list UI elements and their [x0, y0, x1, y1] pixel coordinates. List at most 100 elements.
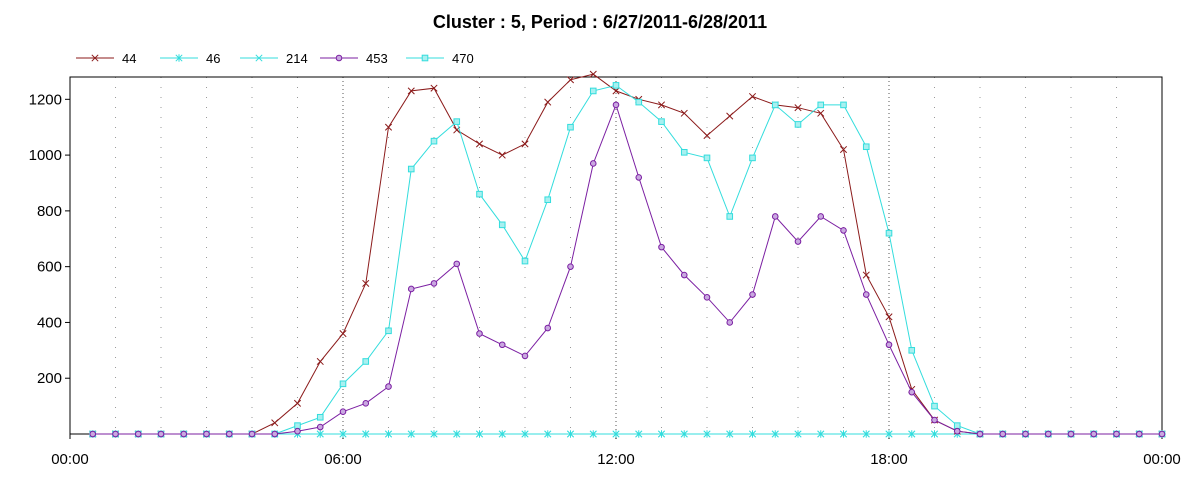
square-marker	[498, 221, 506, 229]
x-marker	[885, 430, 893, 438]
circle-marker	[544, 324, 552, 332]
square-marker	[544, 196, 552, 204]
y-tick-label: 200	[37, 370, 62, 387]
x-marker	[726, 112, 734, 120]
circle-marker	[430, 280, 438, 287]
y-tick-label: 800	[37, 203, 62, 220]
x-marker	[339, 330, 347, 338]
legend-label: 453	[366, 51, 388, 66]
circle-marker	[817, 213, 825, 220]
circle-marker	[840, 227, 847, 234]
circle-marker	[931, 416, 938, 424]
x-marker	[794, 104, 802, 112]
square-marker	[521, 257, 529, 265]
circle-marker	[999, 430, 1007, 438]
legend-label: 44	[122, 51, 136, 66]
circle-marker	[589, 160, 597, 167]
square-marker	[385, 327, 392, 335]
asterisk-marker	[175, 54, 183, 62]
circle-marker	[658, 243, 665, 251]
circle-marker	[908, 388, 916, 396]
square-marker	[703, 154, 711, 162]
square-marker	[840, 101, 847, 109]
x-marker	[475, 430, 484, 438]
x-marker	[407, 430, 415, 438]
circle-marker	[112, 430, 119, 438]
circle-marker	[316, 423, 324, 431]
x-marker	[589, 70, 597, 78]
legend-label: 46	[206, 51, 220, 66]
y-tick-label: 1000	[29, 147, 62, 164]
x-axis: 00:00 06:00 12:00 18:00 00:00	[51, 434, 1181, 468]
circle-marker	[680, 271, 688, 279]
circle-marker	[407, 285, 415, 293]
square-marker	[430, 137, 438, 145]
square-marker	[635, 98, 643, 106]
square-marker	[794, 121, 802, 128]
circle-marker	[862, 291, 870, 298]
circle-marker	[203, 430, 210, 438]
x-marker	[817, 430, 825, 438]
x-marker	[362, 279, 370, 287]
x-marker	[521, 430, 529, 438]
x-tick-label: 12:00	[597, 451, 635, 468]
circle-marker	[294, 427, 301, 435]
square-marker	[885, 229, 893, 237]
x-marker	[839, 145, 848, 154]
x-marker	[453, 430, 461, 438]
circle-marker	[1022, 430, 1029, 438]
square-marker	[908, 347, 916, 354]
square-marker	[316, 413, 324, 421]
x-marker	[316, 357, 324, 366]
y-axis: 200 400 600 800 1000 1200	[29, 91, 70, 387]
x-marker	[91, 54, 99, 62]
series-line	[92, 103, 1162, 435]
x-marker	[794, 430, 802, 438]
circle-marker	[521, 352, 529, 360]
legend-label: 214	[286, 51, 308, 66]
x-marker	[362, 430, 370, 438]
grid	[115, 77, 1117, 434]
chart-title: Cluster : 5, Period : 6/27/2011-6/28/201…	[432, 12, 768, 32]
square-marker	[931, 402, 938, 410]
circle-marker	[157, 430, 165, 438]
circle-marker	[225, 430, 233, 438]
circle-marker	[749, 291, 756, 298]
x-marker	[612, 87, 620, 95]
circle-marker	[248, 430, 256, 438]
x-marker	[862, 430, 870, 438]
x-marker	[521, 140, 529, 148]
x-marker	[908, 430, 916, 438]
series-group	[89, 70, 1166, 438]
square-marker	[362, 358, 370, 365]
square-marker	[726, 213, 734, 220]
square-marker	[817, 101, 825, 109]
x-marker	[680, 109, 688, 117]
circle-marker	[180, 430, 188, 438]
circle-marker	[1044, 430, 1052, 438]
x-marker	[384, 123, 393, 131]
square-marker	[612, 82, 620, 89]
x-marker	[930, 430, 939, 438]
x-marker	[498, 430, 506, 438]
circle-marker	[726, 319, 734, 326]
x-marker	[293, 399, 302, 407]
circle-marker	[1090, 430, 1098, 438]
circle-marker	[498, 341, 506, 349]
square-marker	[589, 87, 597, 95]
circle-marker	[271, 430, 279, 438]
x-marker	[475, 140, 484, 148]
circle-marker	[1113, 430, 1120, 438]
x-marker	[407, 87, 415, 95]
square-marker	[453, 118, 461, 125]
y-tick-label: 600	[37, 259, 62, 276]
series-line	[92, 84, 1162, 435]
square-marker	[680, 149, 688, 156]
x-tick-label: 00:00	[51, 451, 89, 468]
x-tick-label: 06:00	[324, 451, 362, 468]
x-marker	[430, 430, 438, 438]
circle-marker	[703, 294, 711, 301]
circle-marker	[953, 427, 961, 435]
square-marker	[862, 143, 870, 151]
